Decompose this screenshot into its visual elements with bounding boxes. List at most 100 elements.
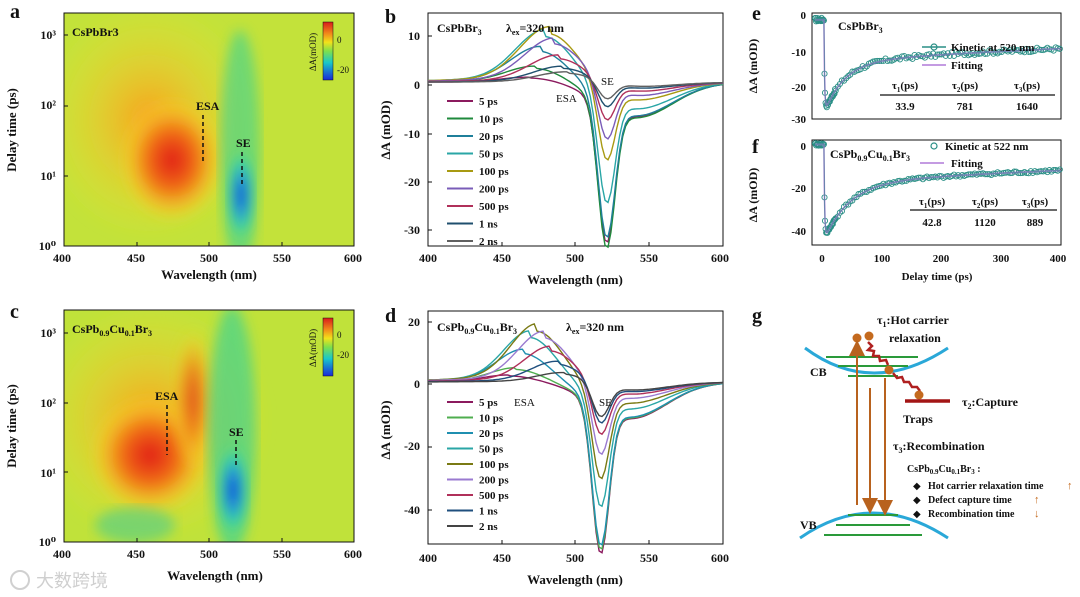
panel-label-b: b — [385, 6, 396, 28]
chart-title-f: CsPb0.9Cu0.1Br3 — [830, 147, 910, 163]
heatmap-c — [64, 310, 354, 542]
ytick-e-1: -10 — [791, 47, 806, 59]
capture-wavy-arrow — [892, 372, 921, 392]
data-point-e-54 — [872, 58, 879, 65]
xtick-f-1: 100 — [874, 253, 891, 265]
chart-title-d: CsPb0.9Cu0.1Br3 — [437, 320, 517, 336]
ytick-d-0: 20 — [408, 315, 420, 329]
watermark-logo-icon — [10, 570, 30, 590]
tau1-value-e: 33.9 — [895, 101, 915, 113]
bullet-1-text: Hot carrier relaxation time — [928, 481, 1044, 492]
series-group-b — [427, 25, 724, 249]
axes-a: 400 450 500 550 600 10⁰ 10¹ 10² 10³ — [39, 28, 362, 265]
data-point-e-107 — [982, 50, 989, 57]
legend-b: 5 ps 10 ps 20 ps 50 ps 100 ps 200 ps 500 ps 1 n… — [447, 96, 509, 248]
ytick-c-0: 10⁰ — [39, 535, 56, 549]
series-line-b-8 — [428, 71, 723, 100]
xtick-a-1: 450 — [127, 251, 145, 265]
colorbar-tick-20-a: -20 — [337, 65, 349, 75]
tau1-value-f: 42.8 — [922, 217, 942, 229]
panel-d: d CsPb0.9Cu0.1Br3 λex=320 nm ESA SE 5 ps… — [378, 305, 729, 587]
esa-annotation-c: ESA — [155, 389, 179, 403]
ytick-b-2: -10 — [404, 127, 420, 141]
tau3-header-f: τ3(ps) — [1022, 196, 1049, 210]
ytick-e-3: -30 — [791, 114, 806, 126]
axes-d: 400 450 500 550 600 20 0 -20 -40 — [404, 315, 729, 565]
legend-label-b-0: 5 ps — [479, 96, 498, 108]
bullet-3-text: Recombination time — [928, 509, 1015, 520]
ytick-c-3: 10³ — [40, 326, 56, 340]
colorbar-tick-20-c: -20 — [337, 350, 349, 360]
colorbar-tick-0-c: 0 — [337, 330, 342, 340]
series-group-d — [427, 323, 724, 554]
series-line-b-5 — [427, 37, 724, 140]
legend-label-b-6: 500 ps — [479, 201, 509, 213]
legend-d: 5 ps 10 ps 20 ps 50 ps 100 ps 200 ps 500 ps 1 n… — [447, 397, 509, 533]
electron-3 — [884, 365, 894, 375]
panel-label-c: c — [10, 301, 19, 323]
xtick-b-1: 450 — [493, 251, 511, 265]
ylabel-e: ΔA (mOD) — [746, 39, 760, 94]
data-point-f-143 — [1056, 166, 1063, 173]
ytick-d-3: -40 — [404, 503, 420, 517]
data-line-f — [815, 144, 1061, 234]
excitation-label-d: λex=320 nm — [566, 320, 624, 336]
chart-title-c: CsPb0.9Cu0.1Br3 — [72, 322, 152, 338]
series-line-d-4 — [427, 323, 724, 480]
legend-label-b-1: 10 ps — [479, 114, 504, 126]
series-line-b-6 — [427, 54, 724, 121]
conduction-band-curve — [804, 346, 949, 375]
watermark: 大数跨境 — [10, 570, 108, 592]
xtick-f-0: 0 — [819, 253, 825, 265]
panel-a: a CsPbBr3 ESA SE 0 -20 ΔA(mOD) 400 450 5… — [4, 1, 362, 282]
data-point-f-33 — [831, 216, 838, 223]
panel-g-diagram: g CB VB Traps τ1:Hot carrier relaxation … — [752, 305, 1073, 540]
ytick-b-1: 0 — [414, 78, 420, 92]
ytick-f-2: -40 — [791, 226, 806, 238]
data-point-e-42 — [847, 71, 854, 78]
esa-annotation-d: ESA — [514, 397, 535, 409]
xlabel-a: Wavelength (nm) — [161, 267, 257, 282]
data-point-e-128 — [1025, 48, 1032, 55]
xtick-c-4: 600 — [344, 547, 362, 561]
cb-label: CB — [810, 365, 827, 379]
xtick-a-2: 500 — [200, 251, 218, 265]
legend-label-b-3: 50 ps — [479, 149, 504, 161]
plot-frame-d — [427, 310, 724, 545]
xtick-d-2: 500 — [566, 551, 584, 565]
colorbar-c — [322, 317, 334, 377]
ytick-b-4: -30 — [404, 223, 420, 237]
series-line-b-3 — [427, 28, 724, 204]
legend-marker-e — [930, 43, 938, 51]
se-annotation-d: SE — [599, 397, 612, 409]
colorbar-tick-0-a: 0 — [337, 35, 342, 45]
legend-label-d-3: 50 ps — [479, 444, 504, 456]
panel-label-g: g — [752, 305, 762, 327]
data-point-e-81 — [928, 53, 935, 60]
se-annotation-c: SE — [229, 425, 244, 439]
ylabel-c: Delay time (ps) — [4, 384, 19, 468]
bullet-1-marker: ◆ — [913, 481, 921, 492]
ytick-b-3: -20 — [404, 175, 420, 189]
esa-annotation-b: ESA — [556, 93, 577, 105]
legend-label-b-4: 100 ps — [479, 166, 509, 178]
xtick-c-3: 550 — [273, 547, 291, 561]
data-point-f-45 — [853, 194, 860, 201]
xtick-c-2: 500 — [200, 547, 218, 561]
relaxation-wavy-arrow — [865, 341, 890, 366]
axes-c: 400 450 500 550 600 10⁰ 10¹ 10² 10³ — [39, 326, 362, 561]
legend-label-d-6: 500 ps — [479, 490, 509, 502]
data-point-e-40 — [843, 75, 850, 82]
chart-title-b: CsPbBr3 — [437, 21, 482, 37]
ytick-e-2: -20 — [791, 82, 806, 94]
series-line-d-7 — [428, 360, 724, 424]
ylabel-b: ΔA (mOD) — [378, 100, 393, 159]
traps-label: Traps — [903, 412, 933, 426]
series-group-e — [811, 14, 1063, 111]
xtick-c-1: 450 — [127, 547, 145, 561]
xtick-d-4: 600 — [711, 551, 729, 565]
ytick-c-2: 10² — [40, 396, 56, 410]
legend-label-b-5: 200 ps — [479, 184, 509, 196]
legend-label-d-1: 10 ps — [479, 413, 504, 425]
series-line-d-3 — [427, 330, 724, 508]
